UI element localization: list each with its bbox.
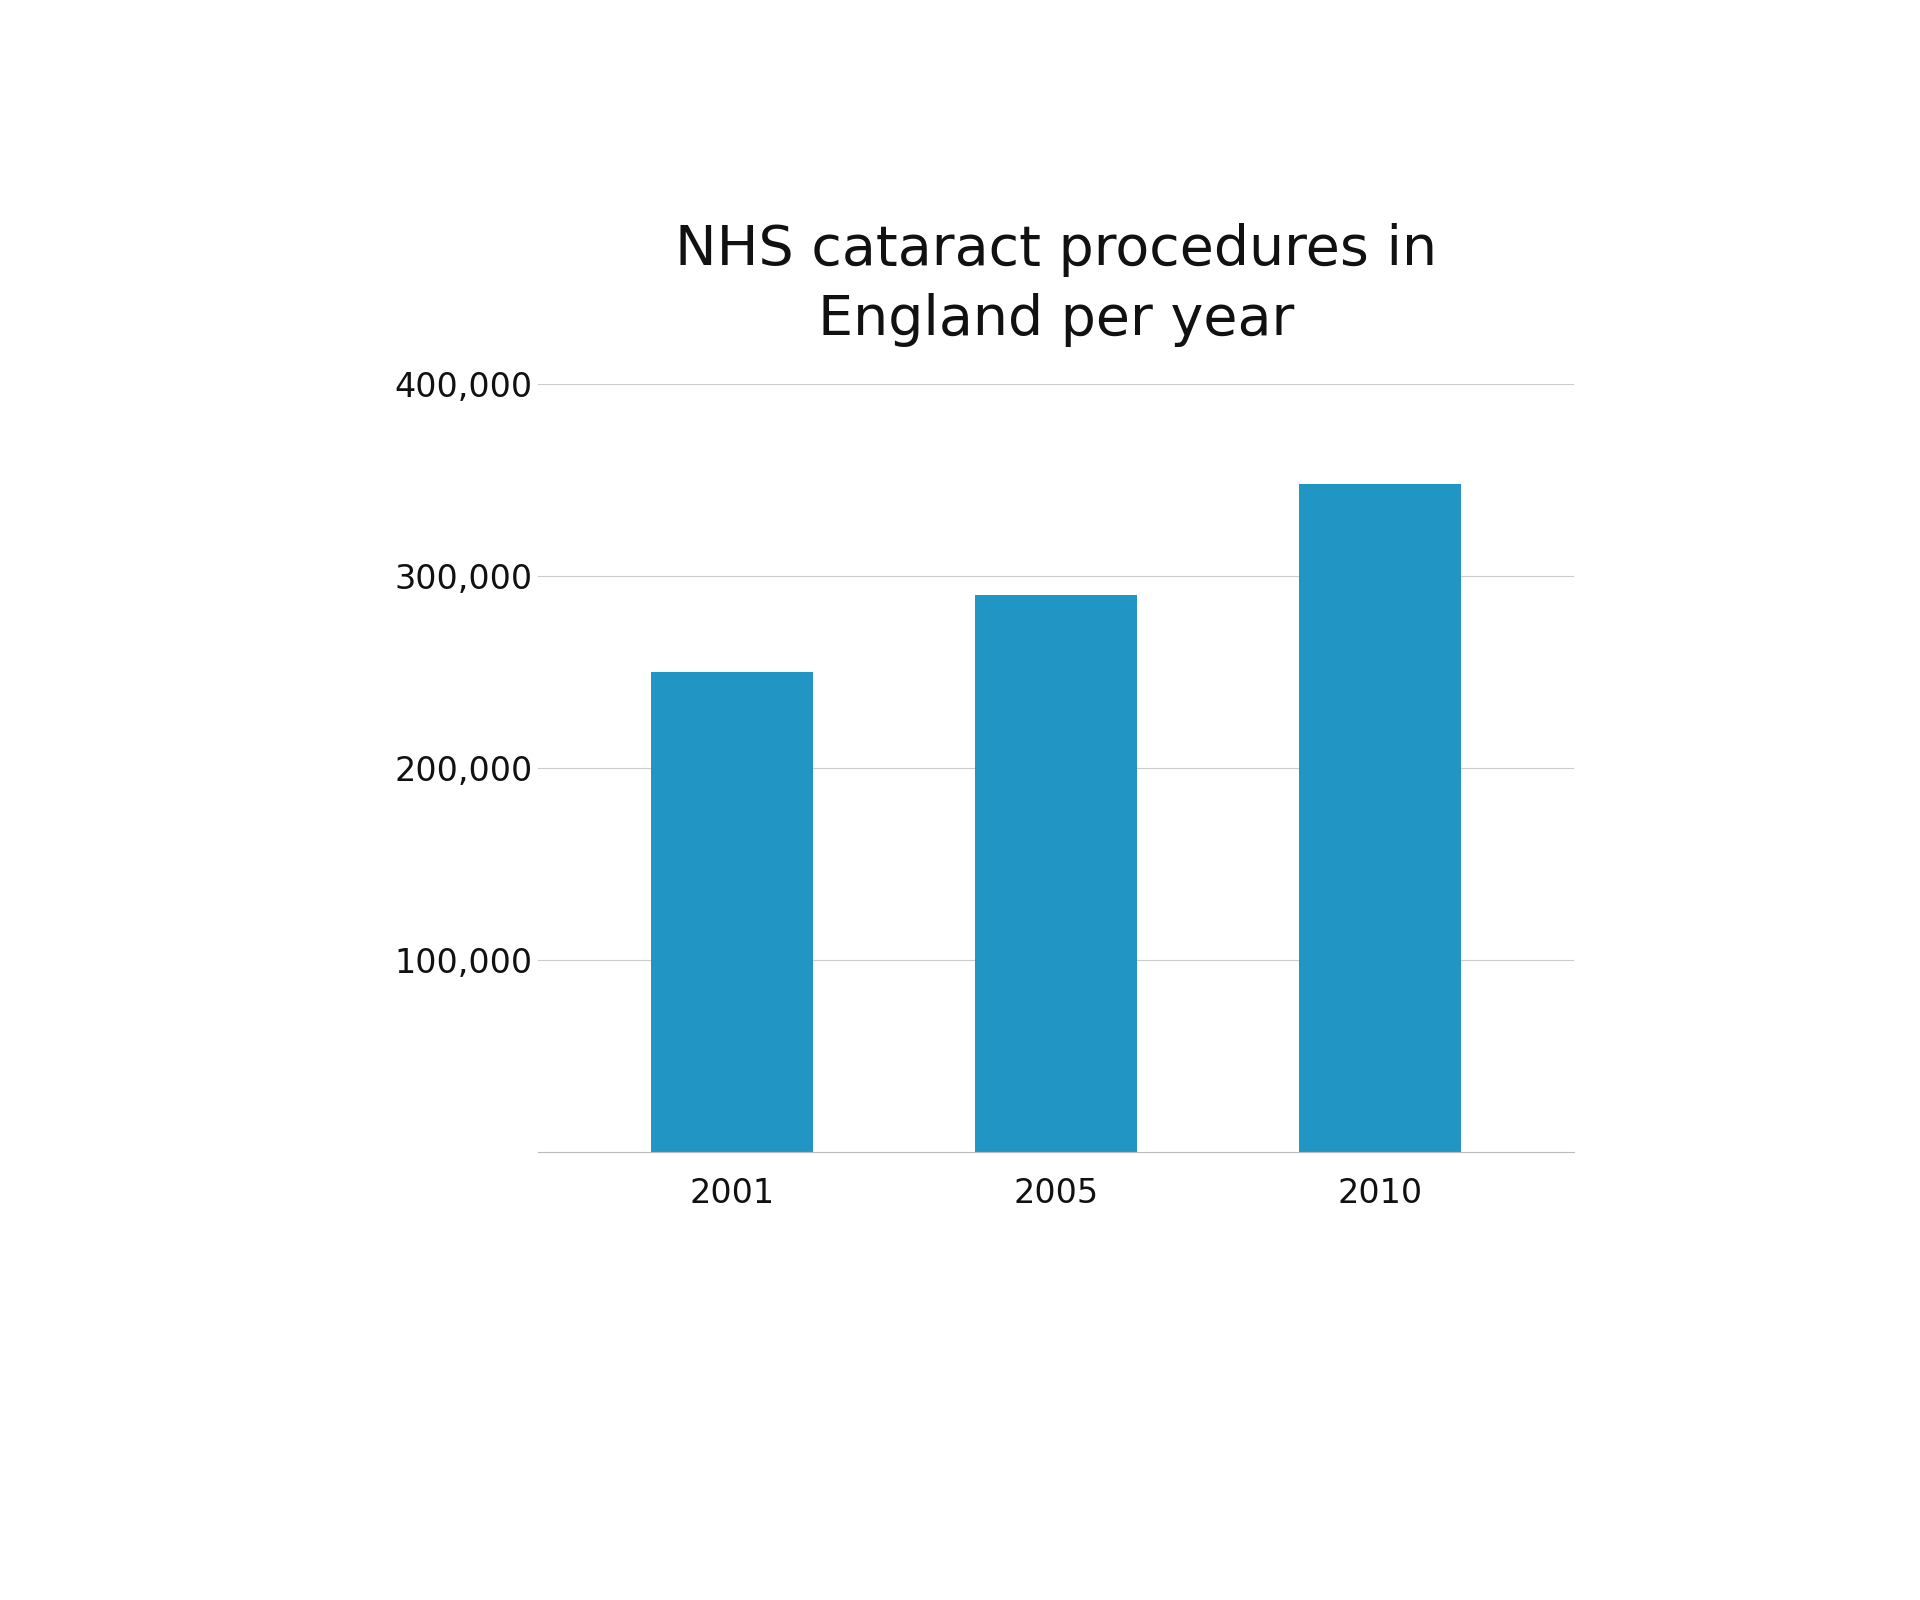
Bar	[975, 595, 1137, 1152]
Bar	[651, 672, 812, 1152]
Bar	[1300, 483, 1461, 1152]
Title: NHS cataract procedures in
England per year: NHS cataract procedures in England per y…	[676, 222, 1436, 347]
